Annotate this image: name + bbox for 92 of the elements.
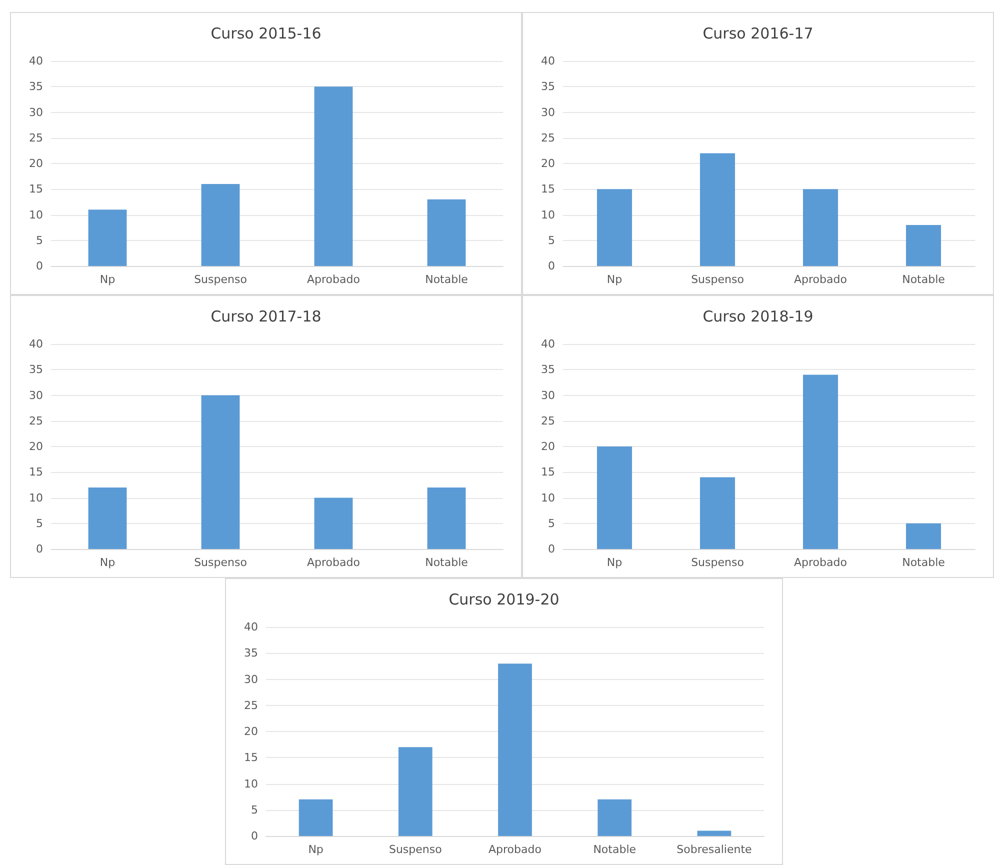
y-tick-label: 5 [36, 234, 43, 247]
x-tick-label: Suspenso [691, 556, 744, 569]
bar [802, 374, 838, 549]
y-tick-label: 5 [548, 516, 555, 530]
chart-title: Curso 2018-19 [702, 308, 814, 326]
x-tick-label: Suspenso [388, 843, 442, 856]
bar [201, 395, 240, 549]
y-tick-label: 0 [36, 260, 43, 272]
y-tick-label: 20 [541, 440, 555, 453]
bar [427, 199, 466, 266]
y-tick-label: 25 [541, 131, 555, 144]
bar [88, 210, 127, 266]
y-tick-label: 30 [244, 672, 258, 686]
y-tick-label: 40 [29, 54, 43, 68]
y-tick-label: 20 [244, 725, 258, 738]
y-tick-label: 25 [541, 414, 555, 428]
bar [314, 86, 353, 266]
x-tick-label: Sobresaliente [676, 843, 752, 856]
x-tick-label: Np [100, 556, 116, 569]
y-tick-label: 15 [541, 466, 555, 479]
x-tick-label: Np [100, 273, 116, 286]
y-tick-label: 25 [29, 131, 43, 144]
y-tick-label: 15 [541, 182, 555, 196]
y-tick-label: 10 [244, 777, 258, 790]
x-tick-label: Notable [902, 273, 946, 286]
y-tick-label: 0 [36, 542, 43, 556]
bar [906, 523, 942, 549]
y-tick-label: 25 [244, 698, 258, 712]
y-tick-label: 10 [541, 208, 555, 222]
y-tick-label: 20 [29, 440, 43, 453]
y-tick-label: 35 [244, 646, 258, 660]
y-tick-label: 40 [244, 620, 258, 634]
x-tick-label: Np [308, 843, 324, 856]
chart-title: Curso 2017-18 [210, 308, 322, 326]
x-tick-label: Notable [593, 843, 636, 856]
y-tick-label: 10 [541, 491, 555, 504]
x-tick-label: Suspenso [194, 556, 248, 569]
y-tick-label: 15 [29, 466, 43, 479]
y-tick-label: 40 [29, 338, 43, 350]
x-tick-label: Notable [425, 556, 468, 569]
x-tick-label: Notable [425, 273, 468, 286]
y-tick-label: 15 [29, 182, 43, 196]
y-tick-label: 5 [548, 234, 555, 247]
y-tick-label: 10 [29, 208, 43, 222]
y-tick-label: 35 [29, 80, 43, 94]
y-tick-label: 25 [29, 414, 43, 428]
chart-title: Curso 2016-17 [702, 24, 814, 42]
bar [298, 799, 333, 836]
y-tick-label: 40 [541, 54, 555, 68]
bar [498, 664, 532, 836]
y-tick-label: 30 [541, 388, 555, 402]
y-tick-label: 15 [244, 751, 258, 764]
bar [88, 488, 127, 549]
y-tick-label: 35 [541, 80, 555, 94]
bar [427, 488, 466, 549]
y-tick-label: 10 [29, 491, 43, 504]
bar [802, 189, 838, 266]
y-tick-label: 20 [29, 157, 43, 170]
y-tick-label: 5 [251, 803, 258, 816]
x-tick-label: Aprobado [307, 273, 360, 286]
x-tick-label: Aprobado [488, 843, 542, 856]
bar [598, 799, 632, 836]
bar [697, 830, 732, 836]
bar [596, 189, 632, 266]
bar [398, 747, 432, 836]
x-tick-label: Np [606, 273, 622, 286]
bar [201, 184, 240, 266]
y-tick-label: 30 [29, 106, 43, 119]
chart-title: Curso 2015-16 [210, 24, 322, 42]
y-tick-label: 35 [541, 363, 555, 376]
y-tick-label: 30 [541, 106, 555, 119]
y-tick-label: 0 [548, 542, 555, 556]
y-tick-label: 0 [251, 830, 258, 842]
bar [700, 153, 736, 266]
y-tick-label: 20 [541, 157, 555, 170]
x-tick-label: Aprobado [307, 556, 360, 569]
x-tick-label: Aprobado [794, 556, 848, 569]
x-tick-label: Notable [902, 556, 946, 569]
x-tick-label: Suspenso [691, 273, 744, 286]
x-tick-label: Np [606, 556, 622, 569]
bar [596, 446, 632, 549]
bar [314, 498, 353, 549]
y-tick-label: 30 [29, 388, 43, 402]
y-tick-label: 0 [548, 260, 555, 272]
chart-title: Curso 2019-20 [448, 590, 560, 608]
y-tick-label: 40 [541, 338, 555, 350]
y-tick-label: 5 [36, 516, 43, 530]
y-tick-label: 35 [29, 363, 43, 376]
bar [700, 477, 736, 549]
x-tick-label: Suspenso [194, 273, 248, 286]
bar [906, 225, 942, 266]
x-tick-label: Aprobado [794, 273, 848, 286]
